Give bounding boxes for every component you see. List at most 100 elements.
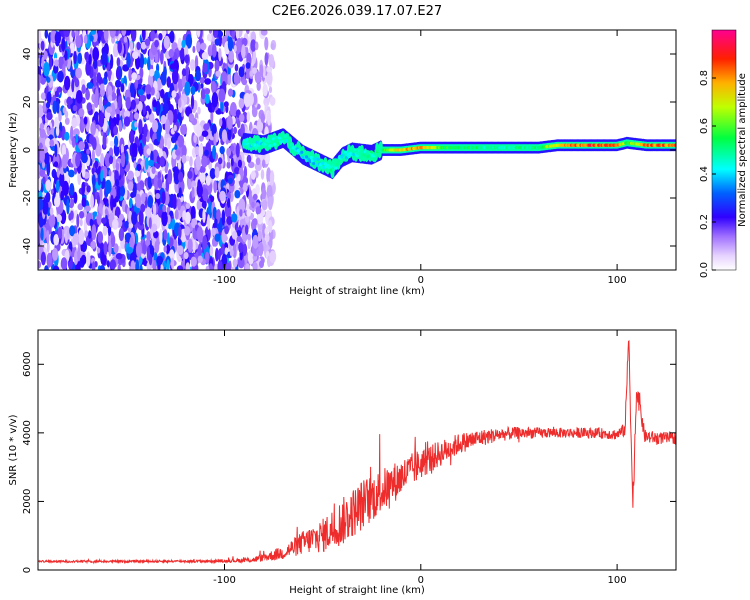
spectrogram-cell bbox=[229, 102, 237, 117]
spectrogram-cell bbox=[213, 180, 218, 194]
spectrogram-cell bbox=[254, 71, 261, 84]
spectrogram-cell bbox=[241, 44, 246, 59]
spectrogram-cell bbox=[192, 239, 196, 254]
spectrogram-cell bbox=[226, 161, 231, 169]
spectrogram-cell bbox=[96, 194, 100, 205]
spectrogram-cell bbox=[201, 130, 209, 137]
spectrogram-cell bbox=[120, 83, 125, 93]
colorbar-tick-label: 0.2 bbox=[699, 214, 710, 230]
spectrogram-cell bbox=[71, 136, 76, 148]
spectrogram-cell bbox=[242, 182, 248, 192]
spectrogram-cell bbox=[108, 169, 112, 177]
spectrogram-cell bbox=[93, 71, 97, 88]
spectrogram-cell bbox=[197, 106, 201, 115]
spectrogram-cell bbox=[112, 43, 119, 58]
spectrogram-cell bbox=[85, 89, 90, 101]
spectrogram-cell bbox=[283, 134, 287, 138]
spectrogram-cell bbox=[289, 143, 293, 147]
spectrogram-cell bbox=[171, 42, 178, 50]
spectrogram-cell bbox=[211, 227, 216, 236]
spectrogram-cell bbox=[109, 30, 116, 39]
spectrogram-cell bbox=[63, 75, 71, 91]
spectrogram-cell bbox=[185, 262, 191, 270]
spectrogram-cell bbox=[74, 78, 80, 88]
spectrogram-cell bbox=[211, 43, 217, 58]
spectrogram-cell bbox=[138, 210, 144, 226]
spectrogram-cell bbox=[230, 145, 235, 152]
spectrogram-cell bbox=[212, 145, 217, 160]
spectrogram-cell bbox=[159, 156, 165, 168]
spectrogram-cell bbox=[210, 80, 216, 94]
spectrogram-cell bbox=[209, 245, 214, 257]
x-tick-label: -100 bbox=[213, 275, 236, 286]
spectrogram-cell bbox=[263, 97, 270, 107]
spectrogram-cell bbox=[195, 124, 203, 137]
y-tick-label: 2000 bbox=[22, 489, 33, 514]
spectrogram-cell bbox=[91, 167, 95, 175]
spectrogram-cell bbox=[166, 259, 170, 270]
spectrogram-cell bbox=[103, 30, 109, 42]
spectrogram-cell bbox=[91, 261, 96, 270]
spectrogram-cell bbox=[126, 246, 134, 254]
spectrogram-cell bbox=[44, 30, 49, 39]
spectrogram-cell bbox=[287, 138, 291, 142]
spectrogram-cell bbox=[266, 184, 273, 200]
spectrogram-cell bbox=[208, 201, 212, 215]
spectrogram-cell bbox=[103, 241, 108, 256]
spectrogram-cell bbox=[55, 214, 63, 223]
spectrogram-cell bbox=[101, 217, 107, 224]
spectrogram-cell bbox=[38, 229, 41, 245]
spectrogram-cell bbox=[269, 170, 275, 186]
spectrogram-cell bbox=[113, 125, 119, 136]
spectrogram-cell bbox=[227, 36, 234, 52]
spectrogram-cell bbox=[102, 204, 106, 220]
spectrogram-cell bbox=[245, 62, 251, 69]
y-tick-label: 0 bbox=[22, 147, 33, 153]
spectrogram-cell bbox=[208, 30, 213, 34]
spectrogram-cell bbox=[229, 191, 234, 203]
spectrogram-cell bbox=[139, 53, 145, 69]
spectrogram-cell bbox=[260, 169, 265, 180]
spectrogram-cell bbox=[151, 223, 158, 233]
spectrogram-cell bbox=[145, 105, 151, 112]
spectrogram-cell bbox=[57, 226, 63, 239]
spectrogram-cell bbox=[201, 155, 208, 168]
x-tick-label: 100 bbox=[608, 575, 627, 586]
spectrogram-cell bbox=[81, 84, 86, 95]
spectrogram-cell bbox=[210, 195, 215, 202]
spectrogram-cell bbox=[117, 40, 122, 54]
spectrogram-cell bbox=[196, 199, 202, 211]
spectrogram-cell bbox=[274, 138, 278, 142]
spectrogram-cell bbox=[166, 232, 170, 245]
spectrogram-cell bbox=[101, 52, 108, 66]
spectrogram-cell bbox=[115, 162, 120, 171]
spectrogram-cell bbox=[54, 143, 58, 158]
spectrogram-cell bbox=[161, 210, 168, 227]
spectrogram-cell bbox=[270, 43, 275, 50]
spectrogram-cell bbox=[83, 141, 89, 151]
spectrogram-cell bbox=[268, 86, 273, 94]
spectrogram-cell bbox=[215, 247, 219, 262]
x-tick-label: 0 bbox=[418, 275, 424, 286]
spectrogram-cell bbox=[38, 178, 42, 192]
spectrogram-cell bbox=[128, 222, 134, 229]
spectrogram-cell bbox=[99, 265, 106, 270]
spectrogram-cell bbox=[130, 30, 137, 42]
colorbar-tick-label: 0.8 bbox=[699, 70, 710, 86]
spectrogram-cell bbox=[252, 234, 259, 249]
spectrogram-cell bbox=[163, 35, 170, 50]
spectrogram-cell bbox=[268, 144, 272, 148]
spectrogram-cell bbox=[220, 71, 228, 87]
spectrogram-cell bbox=[59, 171, 65, 187]
spectrogram-cell bbox=[61, 144, 66, 158]
spectrogram-cell bbox=[70, 210, 74, 220]
spectrogram-cell bbox=[75, 134, 79, 143]
spectrogram-cell bbox=[133, 112, 140, 120]
spectrogram-cell bbox=[81, 163, 86, 178]
spectrogram-cell bbox=[137, 222, 145, 231]
spectrogram-cell bbox=[178, 187, 182, 199]
spectrogram-cell bbox=[215, 70, 221, 77]
spectrogram-image bbox=[38, 30, 676, 270]
spectrogram-cell bbox=[154, 39, 160, 48]
spectrogram-cell bbox=[143, 123, 148, 138]
